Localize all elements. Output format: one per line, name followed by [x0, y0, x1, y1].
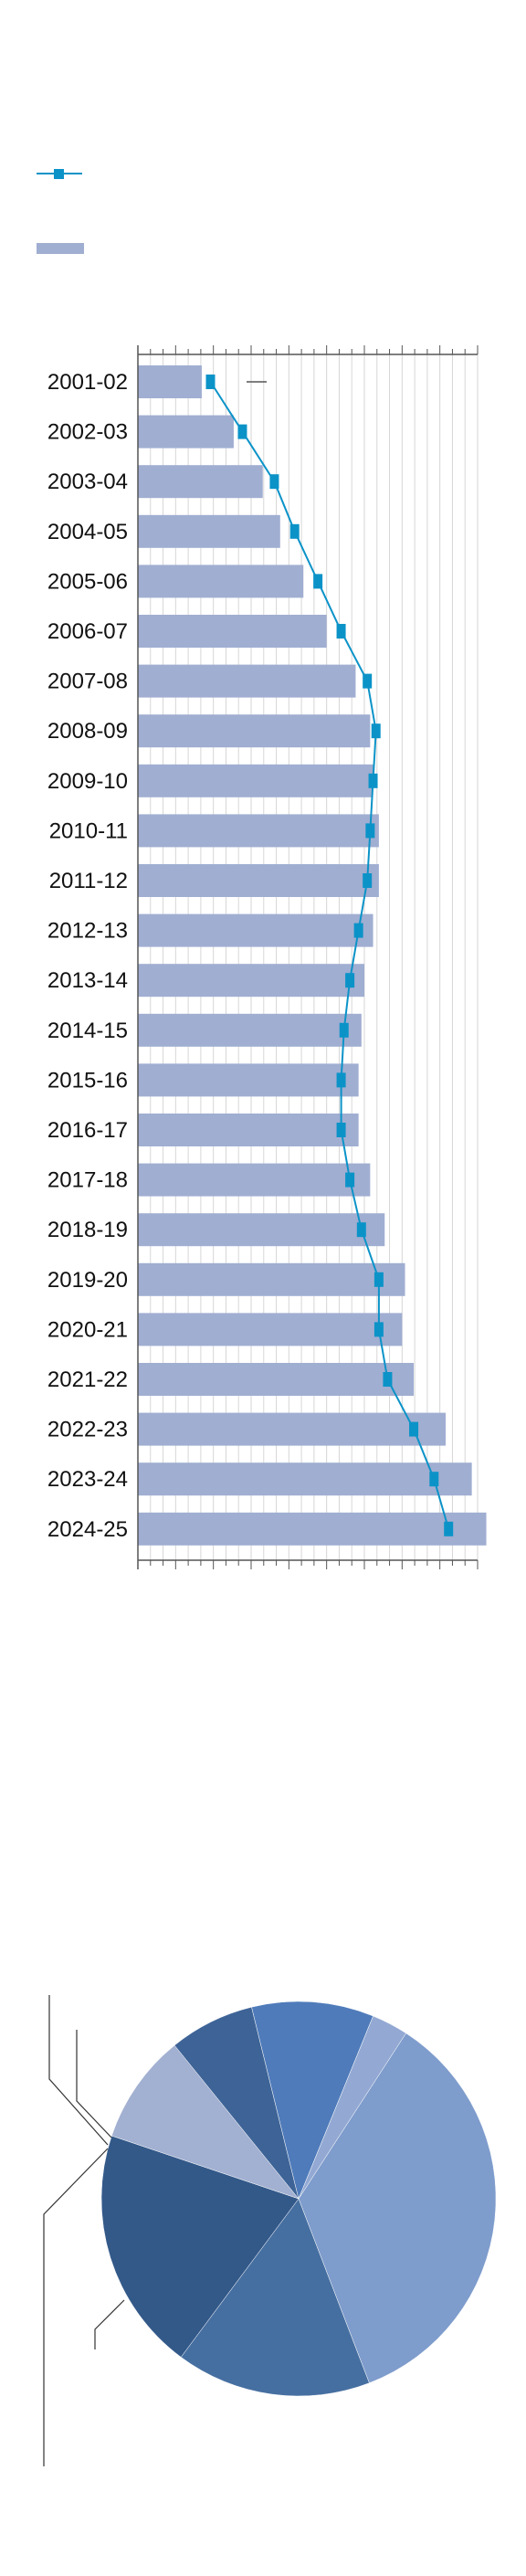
- bar: [138, 465, 263, 499]
- category-label: 2001-02: [47, 370, 128, 395]
- category-label: 2017-18: [47, 1168, 128, 1193]
- category-label: 2006-07: [47, 619, 128, 644]
- line-marker: [336, 1072, 346, 1088]
- line-marker: [429, 1472, 439, 1487]
- line-marker: [345, 1172, 355, 1188]
- line-marker: [237, 424, 247, 439]
- bar: [138, 415, 234, 449]
- bar: [138, 1462, 472, 1496]
- line-marker: [363, 673, 373, 689]
- leader-lines: [43, 1995, 125, 2466]
- bar-chart: 2001-02 2002-03 2003-04 2004-05 2005-06 2006-…: [47, 345, 487, 1569]
- pie-slice: [110, 2044, 300, 2200]
- category-label: 2018-19: [47, 1218, 128, 1242]
- category-label: 2014-15: [47, 1019, 128, 1043]
- bar: [138, 1013, 362, 1047]
- bar: [138, 1262, 405, 1296]
- axes: [137, 345, 479, 1569]
- category-label: 2007-08: [47, 670, 128, 694]
- line-marker: [336, 1123, 346, 1137]
- line-marker: [339, 1022, 349, 1038]
- bar: [138, 864, 379, 897]
- line-marker: [373, 1272, 384, 1287]
- pie-slices: [100, 2001, 497, 2397]
- category-label: 2004-05: [47, 520, 128, 544]
- pie-chart: [43, 1995, 497, 2466]
- category-label: 2013-14: [47, 968, 128, 993]
- category-label: 2023-24: [47, 1467, 128, 1492]
- bar-series: [138, 365, 487, 1546]
- category-label: 2019-20: [47, 1268, 128, 1293]
- category-label: 2011-12: [49, 869, 128, 893]
- pie-slice: [298, 2032, 497, 2384]
- category-label: 2005-06: [47, 569, 128, 594]
- bar: [138, 1114, 359, 1146]
- legend-line-marker: [54, 169, 64, 179]
- line-marker: [356, 1222, 366, 1238]
- line-marker: [345, 973, 355, 988]
- bar: [138, 365, 202, 398]
- bar: [138, 664, 356, 698]
- leader-line-3: [43, 2148, 109, 2466]
- line-series: [209, 381, 450, 1530]
- pie-slice: [100, 2135, 300, 2358]
- bar: [138, 1213, 385, 1247]
- bar: [138, 1313, 403, 1346]
- bar: [138, 1363, 415, 1396]
- category-label: 2024-25: [47, 1517, 128, 1542]
- pie-slice: [180, 2198, 370, 2397]
- category-label: 2010-11: [49, 818, 128, 843]
- category-label: 2008-09: [47, 719, 128, 744]
- category-label: 2022-23: [47, 1418, 128, 1442]
- bar: [138, 1063, 359, 1097]
- line-marker: [353, 923, 363, 938]
- grid-lines: [137, 354, 479, 1560]
- bar: [138, 514, 280, 548]
- line-marker: [363, 873, 373, 888]
- bar: [138, 1512, 487, 1546]
- category-labels: 2001-02 2002-03 2003-04 2004-05 2005-06 2006-…: [47, 370, 128, 1542]
- category-label: 2012-13: [47, 919, 128, 944]
- line-markers: [205, 375, 454, 1536]
- legend: [37, 169, 84, 254]
- category-label: 2002-03: [47, 420, 128, 445]
- category-label: 2009-10: [47, 769, 128, 794]
- pie-slice: [298, 2015, 406, 2200]
- bar: [138, 1412, 447, 1446]
- pie-slice: [251, 2001, 373, 2200]
- line-marker: [205, 375, 216, 389]
- line-marker: [444, 1521, 454, 1536]
- bar: [138, 814, 379, 848]
- line-marker: [365, 823, 375, 839]
- legend-bar-swatch: [37, 243, 84, 254]
- leader-line-4: [94, 2299, 125, 2349]
- category-label: 2021-22: [47, 1367, 128, 1392]
- bar: [138, 913, 373, 947]
- line-marker: [269, 474, 279, 490]
- bar: [138, 764, 373, 797]
- line-marker: [336, 624, 346, 639]
- line-marker: [371, 723, 381, 739]
- bar: [138, 1163, 371, 1197]
- bar: [138, 565, 304, 598]
- category-label: 2016-17: [47, 1118, 128, 1143]
- line-marker: [368, 773, 378, 788]
- bar: [138, 615, 327, 648]
- line-marker: [373, 1322, 384, 1337]
- line-marker: [383, 1372, 393, 1387]
- leader-line-1: [48, 1995, 109, 2146]
- line-marker: [409, 1421, 419, 1437]
- category-label: 2003-04: [47, 470, 128, 494]
- bar: [138, 964, 364, 998]
- line-marker: [313, 574, 323, 589]
- category-label: 2015-16: [47, 1068, 128, 1093]
- leader-line-2: [76, 2030, 112, 2138]
- line-marker: [289, 523, 300, 539]
- category-label: 2020-21: [47, 1317, 128, 1342]
- bar: [138, 714, 371, 748]
